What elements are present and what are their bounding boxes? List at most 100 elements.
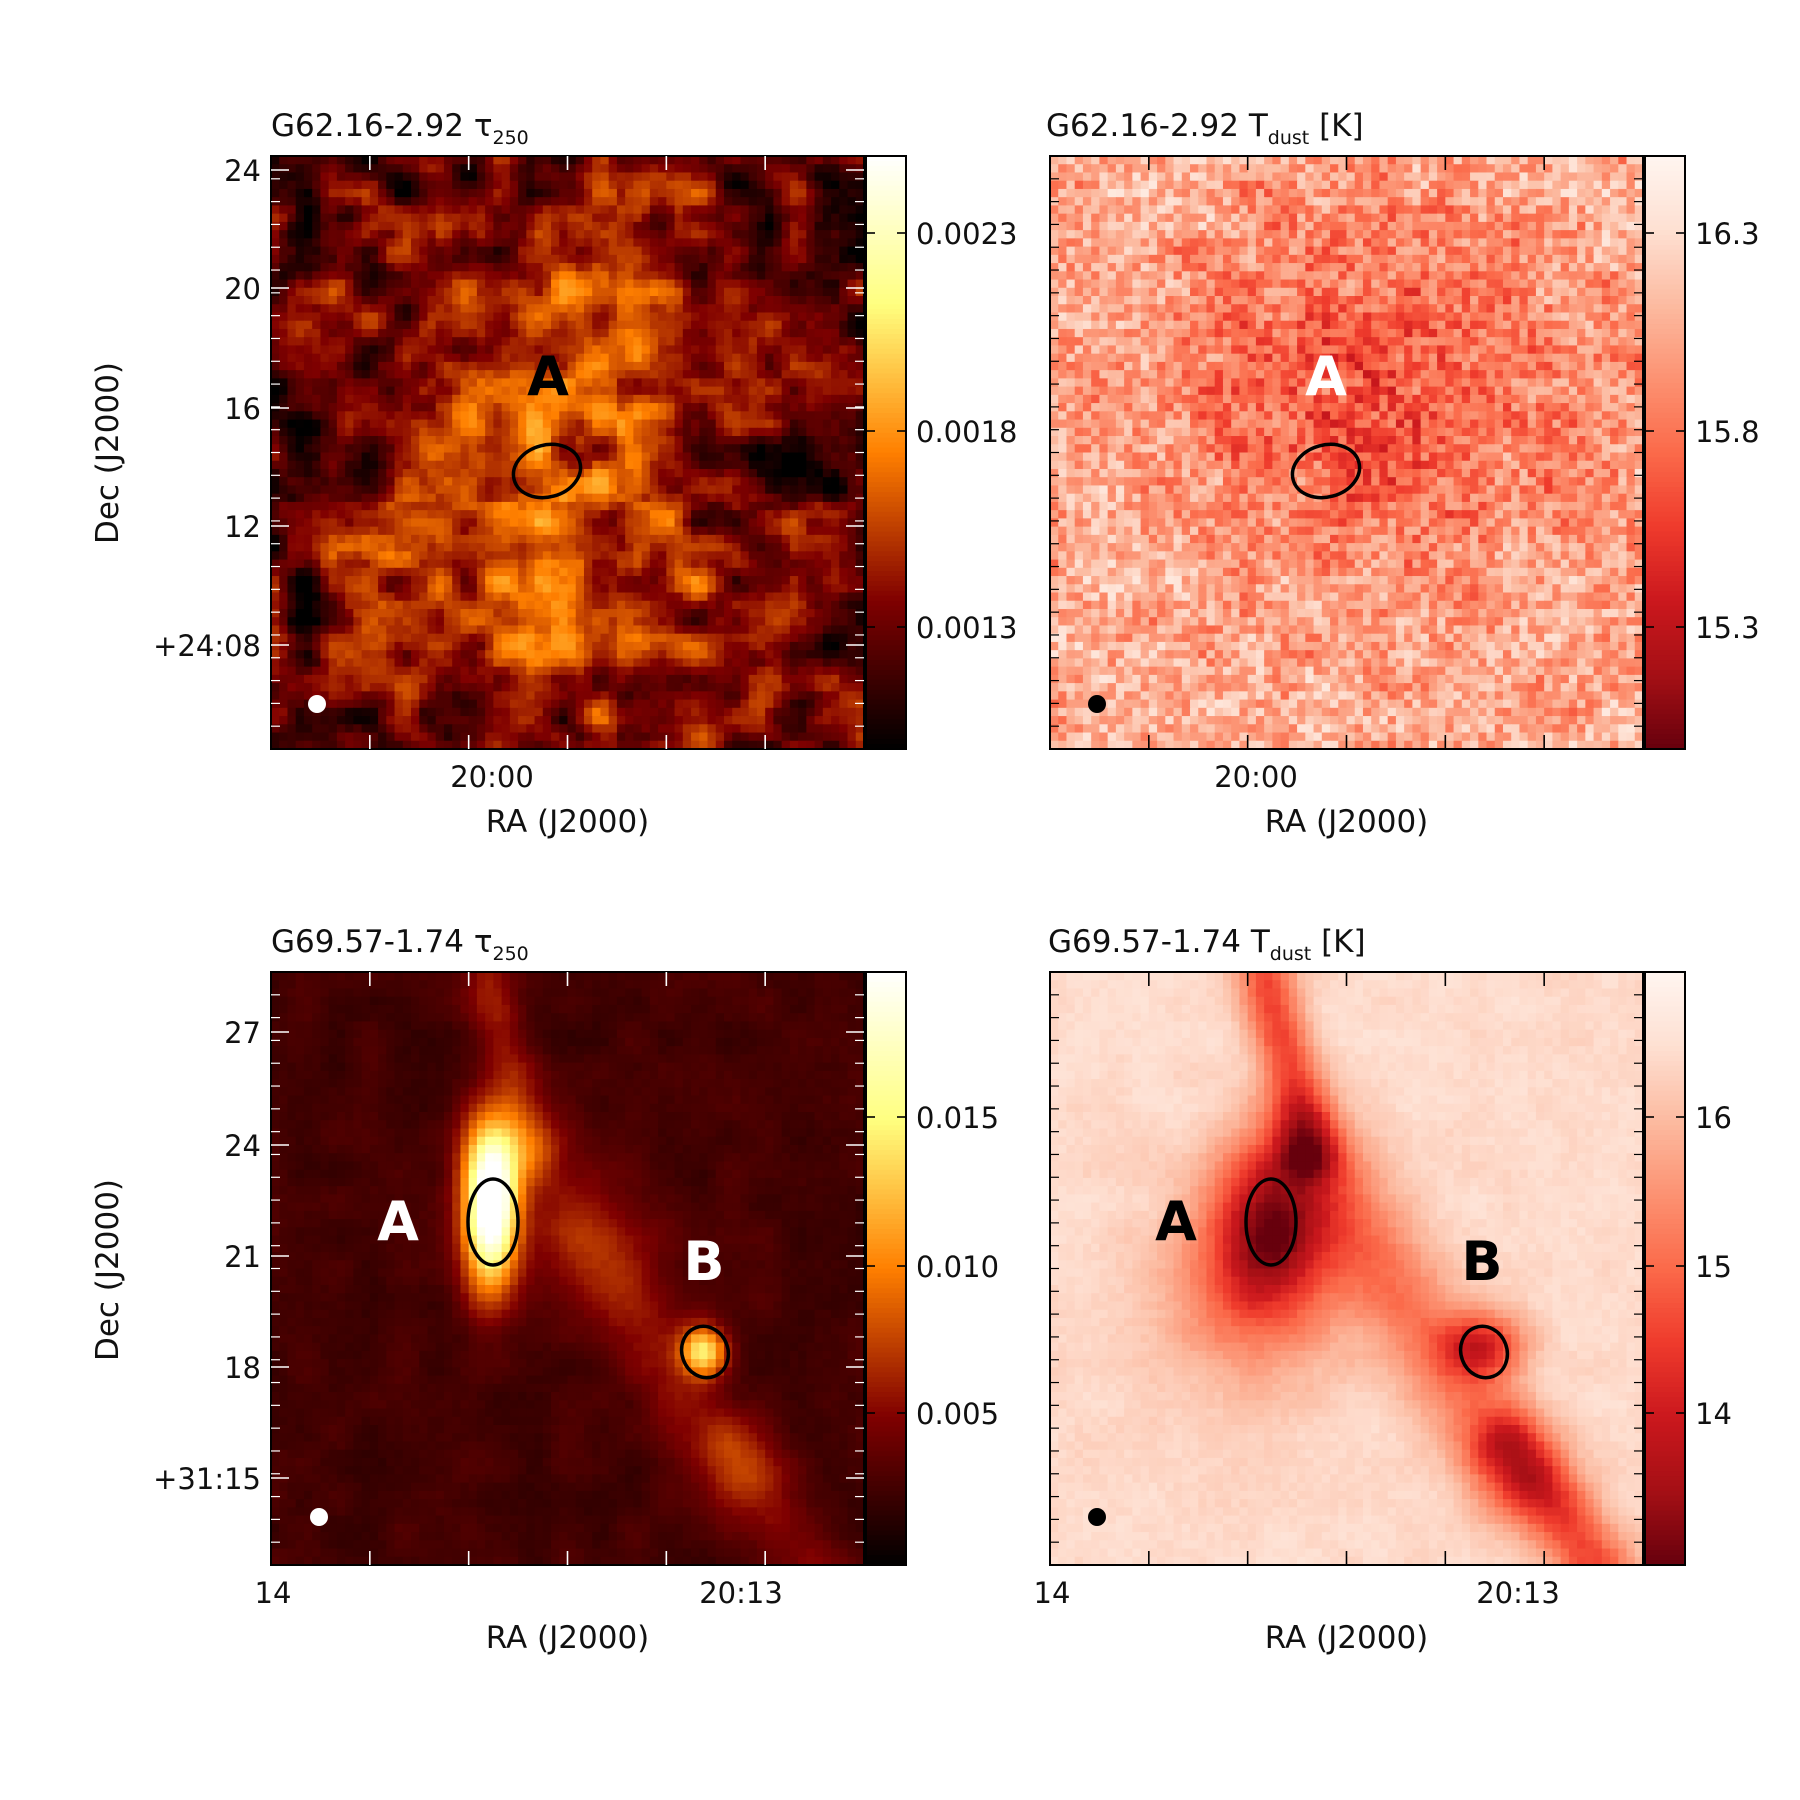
map-pixel — [683, 304, 692, 313]
map-pixel — [790, 609, 799, 618]
map-pixel — [551, 197, 560, 206]
map-pixel — [617, 453, 626, 462]
map-pixel — [790, 247, 799, 256]
map-pixel — [773, 189, 782, 198]
map-pixel — [337, 453, 346, 462]
map-pixel — [370, 691, 379, 700]
map-pixel — [823, 214, 832, 223]
map-pixel — [740, 593, 749, 602]
map-pixel — [411, 238, 420, 247]
map-pixel — [592, 494, 601, 503]
map-pixel — [823, 675, 832, 684]
map-pixel — [502, 403, 511, 412]
map-pixel — [823, 378, 832, 387]
map-pixel — [716, 280, 725, 289]
map-pixel — [675, 247, 684, 256]
map-pixel — [592, 683, 601, 692]
map-pixel — [633, 625, 642, 634]
map-pixel — [568, 551, 577, 560]
map-pixel — [370, 642, 379, 651]
map-pixel — [304, 724, 313, 733]
map-pixel — [378, 724, 387, 733]
map-pixel — [287, 551, 296, 560]
map-pixel — [419, 667, 428, 676]
map-pixel — [403, 650, 412, 659]
map-pixel — [526, 667, 535, 676]
map-pixel — [502, 329, 511, 338]
map-pixel — [403, 337, 412, 346]
map-pixel — [279, 584, 288, 593]
map-pixel — [757, 420, 766, 429]
map-pixel — [395, 321, 404, 330]
map-pixel — [353, 411, 362, 420]
map-pixel — [782, 247, 791, 256]
map-pixel — [584, 337, 593, 346]
map-pixel — [353, 156, 362, 165]
map-pixel — [386, 189, 395, 198]
map-pixel — [518, 675, 527, 684]
map-pixel — [815, 205, 824, 214]
map-pixel — [724, 329, 733, 338]
map-pixel — [493, 477, 502, 486]
map-pixel — [320, 189, 329, 198]
map-pixel — [362, 304, 371, 313]
map-pixel — [452, 658, 461, 667]
map-pixel — [691, 477, 700, 486]
map-pixel — [411, 214, 420, 223]
map-pixel — [568, 304, 577, 313]
map-pixel — [666, 543, 675, 552]
map-pixel — [353, 461, 362, 470]
map-pixel — [666, 485, 675, 494]
map-pixel — [370, 675, 379, 684]
map-pixel — [345, 568, 354, 577]
map-pixel — [502, 691, 511, 700]
map-pixel — [526, 156, 535, 165]
map-pixel — [584, 304, 593, 313]
map-pixel — [584, 329, 593, 338]
map-pixel — [477, 469, 486, 478]
map-pixel — [559, 255, 568, 264]
map-pixel — [592, 321, 601, 330]
map-pixel — [675, 420, 684, 429]
map-pixel — [378, 321, 387, 330]
map-pixel — [427, 716, 436, 725]
map-pixel — [510, 551, 519, 560]
map-pixel — [370, 387, 379, 396]
map-pixel — [584, 222, 593, 231]
map-pixel — [576, 387, 585, 396]
map-pixel — [691, 436, 700, 445]
map-pixel — [337, 691, 346, 700]
map-pixel — [469, 716, 478, 725]
map-pixel — [650, 683, 659, 692]
map-pixel — [411, 593, 420, 602]
map-pixel — [675, 617, 684, 626]
map-pixel — [493, 494, 502, 503]
map-pixel — [436, 329, 445, 338]
map-pixel — [477, 560, 486, 569]
map-pixel — [411, 708, 420, 717]
map-pixel — [708, 576, 717, 585]
map-pixel — [823, 650, 832, 659]
map-pixel — [716, 453, 725, 462]
map-pixel — [271, 527, 280, 536]
map-pixel — [296, 411, 305, 420]
map-pixel — [782, 271, 791, 280]
map-pixel — [296, 700, 305, 709]
map-pixel — [691, 189, 700, 198]
map-pixel — [675, 345, 684, 354]
map-pixel — [419, 189, 428, 198]
map-pixel — [551, 510, 560, 519]
map-pixel — [675, 650, 684, 659]
map-pixel — [510, 387, 519, 396]
map-pixel — [559, 708, 568, 717]
map-pixel — [765, 420, 774, 429]
map-pixel — [765, 214, 774, 223]
map-pixel — [427, 395, 436, 404]
map-pixel — [386, 642, 395, 651]
map-pixel — [782, 370, 791, 379]
map-pixel — [675, 428, 684, 437]
map-pixel — [716, 436, 725, 445]
map-pixel — [592, 527, 601, 536]
map-pixel — [749, 444, 758, 453]
map-pixel — [427, 238, 436, 247]
